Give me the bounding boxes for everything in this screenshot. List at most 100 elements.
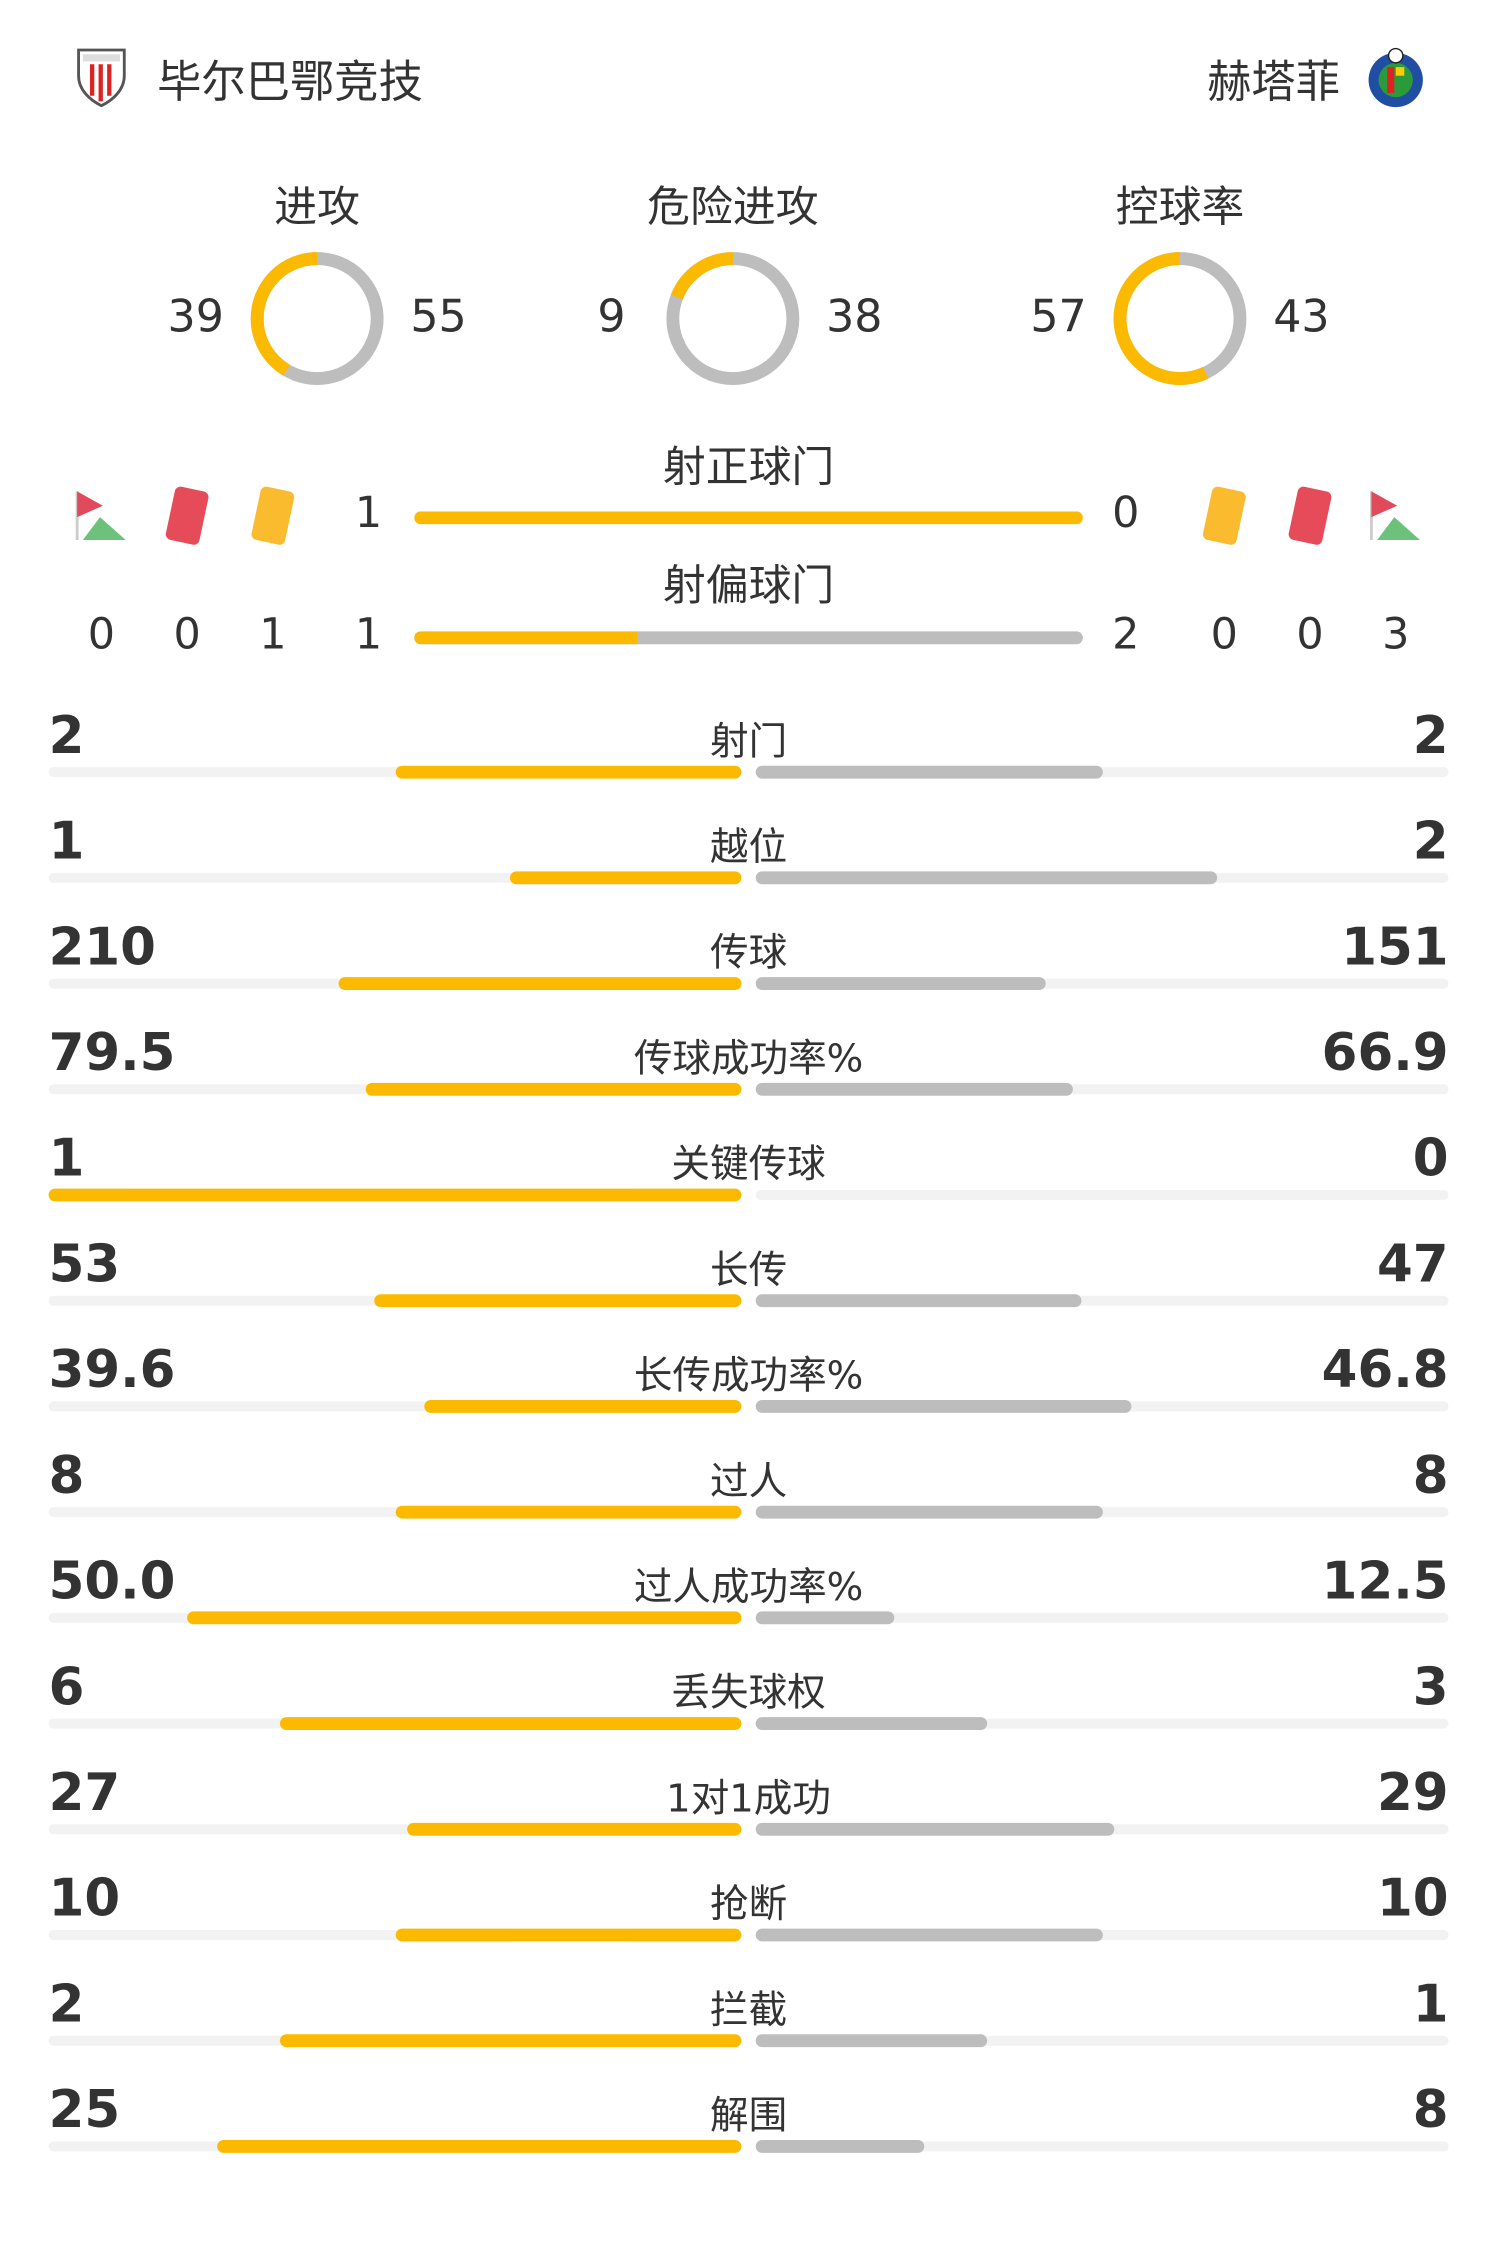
stat-away-value: 8 — [1412, 2081, 1449, 2140]
stat-away-bar — [755, 1505, 1103, 1519]
stat-away-value: 8 — [1412, 1447, 1449, 1506]
donut-chart — [666, 252, 800, 385]
stat-away-track — [755, 1084, 1449, 1095]
stat-home-value: 2 — [48, 1975, 85, 2035]
yellow-card-icon — [1199, 486, 1250, 555]
donut-home-value: 39 — [167, 291, 224, 343]
stat-home-value: 50.0 — [48, 1552, 176, 1612]
stat-label: 过人成功率% — [633, 1565, 864, 1610]
shots-on-target-bar — [414, 511, 1083, 525]
stat-label: 解围 — [709, 2094, 788, 2139]
donut-home-arc — [1113, 252, 1247, 385]
stat-home-bar — [407, 1822, 742, 1836]
stat-away-bar — [755, 871, 1218, 885]
shots-off-target-home-fill — [414, 631, 638, 645]
stat-home-value: 10 — [48, 1869, 121, 1929]
stat-row: 8 过人 8 — [48, 1447, 1449, 1556]
stat-home-value: 8 — [48, 1447, 85, 1506]
stat-away-value: 46.8 — [1321, 1341, 1449, 1400]
stat-label: 传球 — [709, 931, 788, 976]
home-corners: 0 — [87, 609, 116, 660]
stat-label: 1对1成功 — [666, 1777, 831, 1822]
stat-home-track — [48, 1824, 742, 1835]
stat-away-value: 10 — [1376, 1869, 1449, 1929]
donut-away-value: 55 — [410, 291, 467, 343]
stat-row: 53 长传 47 — [48, 1235, 1449, 1345]
stat-row: 10 抢断 10 — [48, 1869, 1449, 1979]
donut-home-arc — [250, 252, 384, 385]
away-yellow-cards: 0 — [1210, 609, 1238, 660]
stat-row: 39.6 长传成功率% 46.8 — [48, 1341, 1449, 1450]
shots-off-target-title: 射偏球门 — [662, 561, 835, 612]
stat-row: 50.0 过人成功率% 12.5 — [48, 1552, 1449, 1662]
stat-away-track — [755, 1612, 1449, 1623]
stat-label: 过人 — [709, 1459, 788, 1505]
stat-away-track — [755, 767, 1449, 778]
stat-row: 27 1对1成功 29 — [48, 1764, 1449, 1873]
stat-home-value: 53 — [48, 1235, 121, 1295]
stat-row: 1 关键传球 0 — [48, 1129, 1449, 1239]
stat-away-track — [755, 2035, 1449, 2046]
shots-off-target-bar — [414, 631, 1083, 645]
stat-away-bar — [755, 765, 1103, 779]
red-card-icon — [161, 486, 212, 555]
donut-home-value: 57 — [1030, 291, 1087, 343]
red-card-icon — [1284, 486, 1335, 555]
stat-away-track — [755, 1507, 1449, 1518]
stat-row: 25 解围 8 — [48, 2081, 1449, 2190]
stat-away-track — [755, 1718, 1449, 1729]
stat-row: 79.5 传球成功率% 66.9 — [48, 1024, 1449, 1133]
stat-home-value: 6 — [48, 1658, 85, 1718]
stat-row: 1 越位 2 — [48, 813, 1449, 922]
stat-away-bar — [755, 1294, 1082, 1308]
donut-home-value: 9 — [597, 291, 626, 343]
away-team-logo — [1366, 46, 1426, 115]
stat-home-value: 79.5 — [48, 1024, 176, 1083]
home-shots-on-target: 1 — [354, 488, 383, 539]
stat-home-bar — [48, 1188, 742, 1202]
stat-away-bar — [755, 1717, 987, 1730]
donut-title: 控球率 — [1115, 182, 1245, 233]
away-corners: 3 — [1382, 609, 1410, 660]
corner-flag-icon — [74, 489, 128, 549]
stat-home-track — [48, 1401, 742, 1412]
stat-away-value: 0 — [1412, 1129, 1449, 1189]
home-yellow-cards: 1 — [259, 609, 287, 660]
stat-row: 2 射门 2 — [48, 707, 1449, 816]
stat-away-bar — [755, 977, 1046, 990]
stat-away-value: 12.5 — [1321, 1552, 1449, 1612]
away-team-name: 赫塔菲 — [1207, 57, 1340, 109]
stat-away-value: 29 — [1376, 1764, 1449, 1823]
donut-chart — [250, 252, 384, 385]
stat-away-bar — [755, 2034, 987, 2048]
stat-away-value: 66.9 — [1321, 1024, 1449, 1083]
stat-home-value: 1 — [48, 1129, 85, 1189]
stat-away-track — [755, 1189, 1449, 1200]
donut-chart — [1113, 252, 1247, 385]
away-shots-on-target: 0 — [1112, 488, 1140, 539]
stat-home-bar — [394, 1505, 742, 1519]
stat-label: 传球成功率% — [633, 1037, 864, 1082]
stat-label: 长传成功率% — [633, 1354, 864, 1399]
stat-row: 2 拦截 1 — [48, 1975, 1449, 2085]
donut-title: 危险进攻 — [647, 182, 819, 233]
stat-home-track — [48, 872, 742, 883]
yellow-card-icon — [247, 486, 298, 555]
stat-home-bar — [374, 1294, 742, 1308]
stat-label: 越位 — [709, 825, 788, 870]
stat-label: 丢失球权 — [671, 1671, 826, 1716]
stat-home-bar — [423, 1399, 742, 1413]
stat-away-bar — [755, 1082, 1073, 1096]
stat-away-bar — [755, 1928, 1103, 1942]
stat-away-value: 1 — [1412, 1975, 1449, 2035]
stat-label: 长传 — [709, 1248, 788, 1293]
stat-row: 210 传球 151 — [48, 918, 1449, 1027]
stat-away-track — [755, 1929, 1449, 1940]
stat-home-value: 210 — [48, 918, 156, 978]
stat-label: 拦截 — [709, 1988, 788, 2033]
stat-home-bar — [187, 1611, 742, 1625]
stat-away-value: 47 — [1376, 1235, 1449, 1295]
stat-away-track — [755, 1295, 1449, 1306]
stat-home-value: 27 — [48, 1764, 121, 1823]
stat-label: 射门 — [709, 719, 788, 765]
